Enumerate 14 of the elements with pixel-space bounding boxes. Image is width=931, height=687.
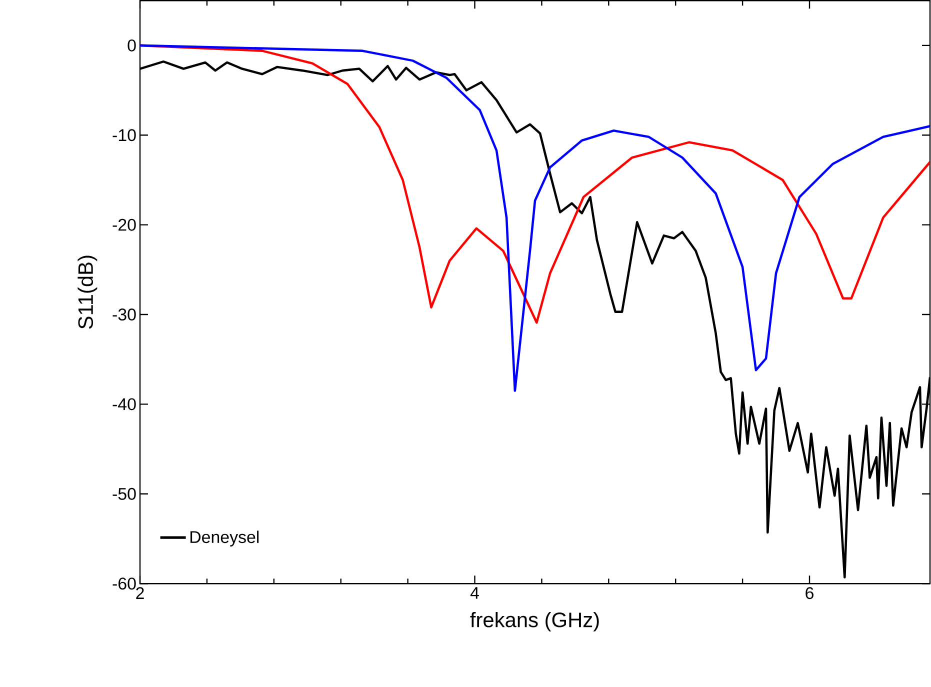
y-tick-label: -10 — [112, 129, 136, 142]
y-tick-label: -60 — [112, 578, 136, 590]
x-tick-label: 2 — [136, 587, 144, 600]
y-tick-label: -20 — [112, 219, 136, 232]
x-axis-title: frekans (GHz) — [470, 612, 599, 632]
y-tick-label: -30 — [112, 308, 136, 321]
y-tick-label: 0 — [128, 40, 136, 52]
x-tick-label: 4 — [470, 587, 479, 599]
y-tick-label: -40 — [112, 398, 136, 410]
y-tick-label: -50 — [112, 488, 136, 500]
legend-label: Deneysel — [190, 530, 259, 547]
x-tick-label: 6 — [806, 587, 814, 600]
y-axis-title: S11(dB) — [78, 256, 98, 329]
line-series — [140, 44, 930, 392]
